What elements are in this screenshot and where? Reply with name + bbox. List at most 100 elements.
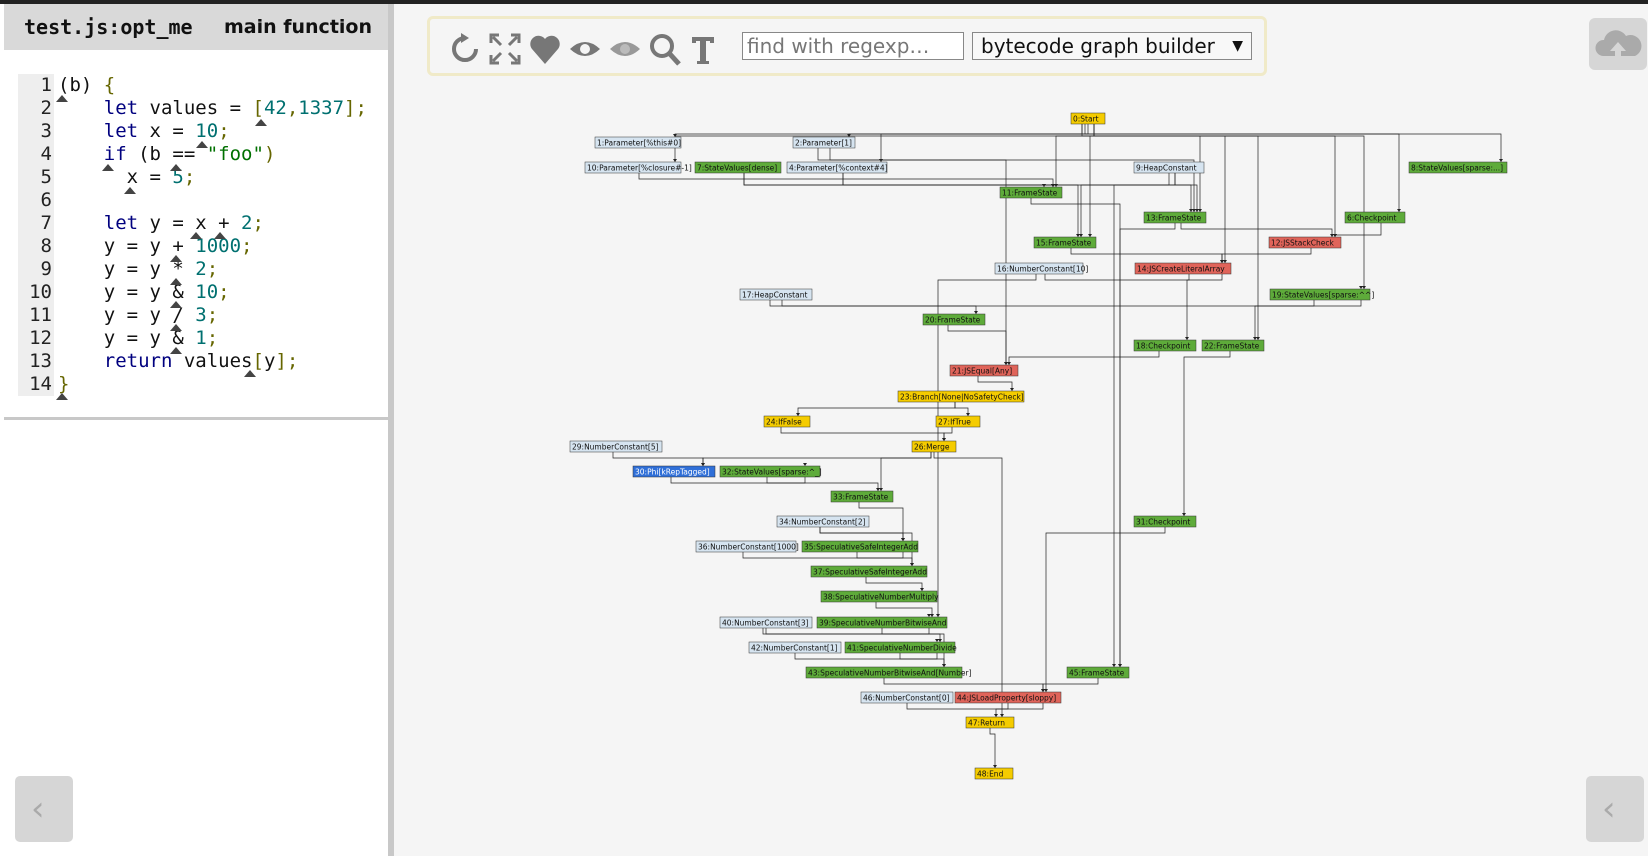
source-position-marker[interactable] — [255, 119, 267, 126]
graph-node[interactable]: 18:Checkpoint — [1133, 339, 1197, 352]
graph-node[interactable]: 8:StateValues[sparse:...] — [1408, 161, 1508, 174]
graph-node[interactable]: 44:JSLoadProperty[sloppy] — [954, 691, 1062, 704]
graph-node-box[interactable] — [911, 440, 957, 453]
graph-node[interactable]: 38:SpeculativeNumberMultiply — [820, 590, 939, 603]
graph-node-box[interactable] — [695, 540, 797, 553]
graph-node[interactable]: 4:Parameter[%context#4] — [786, 161, 888, 174]
graph-node[interactable]: 2:Parameter[1] — [792, 136, 856, 149]
graph-node-box[interactable] — [1033, 236, 1097, 249]
fit-icon[interactable] — [488, 31, 522, 67]
source-position-marker[interactable] — [214, 232, 226, 239]
graph-node-box[interactable] — [922, 313, 986, 326]
heart-icon[interactable] — [528, 31, 562, 67]
graph-node-box[interactable] — [776, 515, 870, 528]
graph-panel[interactable]: 0:Start 1:Parameter[%this#0] 2:Parameter[1… — [394, 4, 1648, 856]
eye-icon[interactable] — [568, 31, 602, 67]
source-position-marker[interactable] — [196, 141, 208, 148]
graph-node-box[interactable] — [1344, 211, 1406, 224]
graph-node-box[interactable] — [820, 590, 938, 603]
graph-node-box[interactable] — [994, 262, 1084, 275]
graph-node-box[interactable] — [719, 616, 813, 629]
graph-node[interactable]: 12:JSStackCheck — [1268, 236, 1342, 249]
graph-node-box[interactable] — [830, 490, 894, 503]
graph-node-box[interactable] — [1143, 211, 1207, 224]
source-position-marker[interactable] — [170, 347, 182, 354]
vertical-splitter[interactable] — [388, 4, 394, 856]
graph-node[interactable]: 24:IfFalse — [763, 415, 811, 428]
graph-node-box[interactable] — [584, 161, 682, 174]
graph-node[interactable]: 10:Parameter[%closure#-1] — [584, 161, 692, 174]
graph-node[interactable]: 30:Phi[kRepTagged] — [632, 465, 716, 478]
graph-node-box[interactable] — [632, 465, 716, 478]
graph-node[interactable]: 41:SpeculativeNumberDivide — [844, 641, 957, 654]
graph-node[interactable]: 1:Parameter[%this#0] — [594, 136, 682, 149]
graph-node-box[interactable] — [569, 440, 663, 453]
graph-node-box[interactable] — [897, 390, 1025, 403]
graph-node-box[interactable] — [999, 186, 1063, 199]
graph-node[interactable]: 19:StateValues[sparse:^^] — [1269, 288, 1374, 301]
graph-node-box[interactable] — [816, 616, 948, 629]
source-position-marker[interactable] — [124, 187, 136, 194]
graph-node[interactable]: 7:StateValues[dense] — [694, 161, 782, 174]
graph-node[interactable]: 33:FrameState — [830, 490, 894, 503]
source-position-marker[interactable] — [170, 301, 182, 308]
graph-node-box[interactable] — [1133, 161, 1205, 174]
graph-node[interactable]: 14:JSCreateLiteralArray — [1134, 262, 1232, 275]
graph-node-box[interactable] — [739, 288, 813, 301]
graph-node[interactable]: 22:FrameState — [1201, 339, 1265, 352]
graph-node-box[interactable] — [954, 691, 1062, 704]
graph-node[interactable]: 11:FrameState — [999, 186, 1063, 199]
refresh-icon[interactable] — [448, 31, 482, 67]
graph-node-box[interactable] — [1133, 515, 1197, 528]
graph-node[interactable]: 48:End — [974, 767, 1014, 780]
graph-node[interactable]: 9:HeapConstant — [1133, 161, 1205, 174]
source-position-marker[interactable] — [102, 164, 114, 171]
graph-node-box[interactable] — [763, 415, 811, 428]
graph-node-box[interactable] — [965, 716, 1015, 729]
graph-node[interactable]: 13:FrameState — [1143, 211, 1207, 224]
graph-node[interactable]: 20:FrameState — [922, 313, 986, 326]
graph-node[interactable]: 15:FrameState — [1033, 236, 1097, 249]
graph-node-box[interactable] — [694, 161, 782, 174]
graph-node[interactable]: 46:NumberConstant[0] — [860, 691, 954, 704]
graph-node[interactable]: 45:FrameState — [1066, 666, 1130, 679]
eye-hidden-icon[interactable] — [608, 31, 642, 67]
graph-node[interactable]: 32:StateValues[sparse:^_] — [719, 465, 822, 478]
search-icon[interactable] — [648, 31, 682, 67]
graph-node[interactable]: 23:Branch[None|NoSafetyCheck] — [897, 390, 1025, 403]
graph-node[interactable]: 29:NumberConstant[5] — [569, 440, 663, 453]
graph-node[interactable]: 17:HeapConstant — [739, 288, 813, 301]
source-position-marker[interactable] — [170, 255, 182, 262]
graph-node-box[interactable] — [1070, 112, 1106, 125]
search-input[interactable]: find with regexp… — [742, 32, 964, 60]
graph-node[interactable]: 37:SpeculativeSafeIntegerAdd — [810, 565, 928, 578]
graph-node[interactable]: 0:Start — [1070, 112, 1106, 125]
graph-node-box[interactable] — [1201, 339, 1265, 352]
type-icon[interactable] — [686, 31, 720, 67]
graph-node[interactable]: 43:SpeculativeNumberBitwiseAnd[Number] — [805, 666, 972, 679]
graph-node-box[interactable] — [748, 641, 842, 654]
graph-node-box[interactable] — [1134, 262, 1232, 275]
graph-node[interactable]: 47:Return — [965, 716, 1015, 729]
graph-node-box[interactable] — [786, 161, 888, 174]
graph-node-box[interactable] — [1133, 339, 1197, 352]
graph-node[interactable]: 6:Checkpoint — [1344, 211, 1406, 224]
graph-node-box[interactable] — [1268, 236, 1342, 249]
graph-node[interactable]: 42:NumberConstant[1] — [748, 641, 842, 654]
graph-node-box[interactable] — [1408, 161, 1508, 174]
graph-node-box[interactable] — [844, 641, 956, 654]
graph-node-box[interactable] — [949, 364, 1019, 377]
graph-node-box[interactable] — [860, 691, 954, 704]
panel-divider[interactable] — [4, 417, 390, 420]
source-position-marker[interactable] — [170, 164, 182, 171]
hide-source-button[interactable]: ‹ — [15, 776, 73, 842]
graph-node[interactable]: 39:SpeculativeNumberBitwiseAnd — [816, 616, 948, 629]
source-position-marker[interactable] — [244, 370, 256, 377]
graph-node-box[interactable] — [594, 136, 682, 149]
graph-node-box[interactable] — [1066, 666, 1130, 679]
graph-node-box[interactable] — [1269, 288, 1371, 301]
graph-node-box[interactable] — [810, 565, 928, 578]
source-position-marker[interactable] — [56, 95, 68, 102]
graph-node-box[interactable] — [801, 540, 919, 553]
graph-node-box[interactable] — [792, 136, 856, 149]
